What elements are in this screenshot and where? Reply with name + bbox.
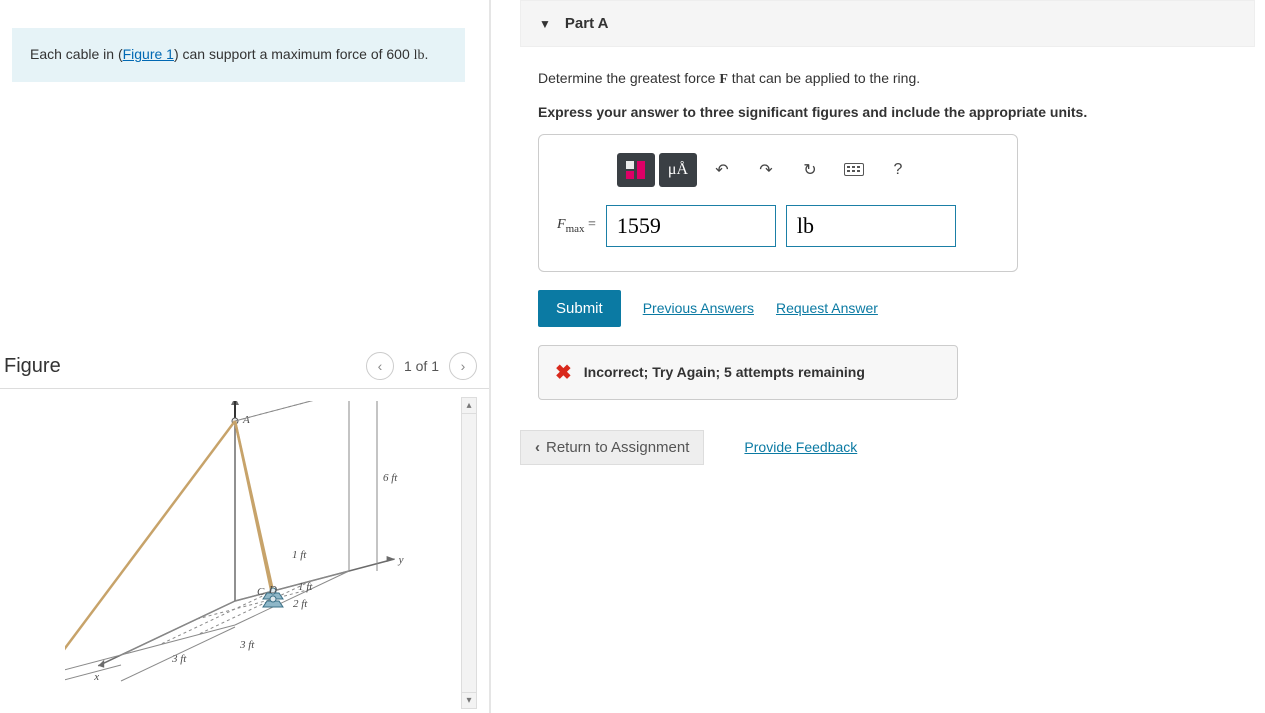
figure-divider [0, 388, 489, 389]
svg-text:D: D [268, 584, 277, 596]
figure-title: Figure [4, 355, 61, 378]
request-answer-link[interactable]: Request Answer [776, 300, 878, 316]
svg-text:1 ft: 1 ft [298, 581, 313, 593]
feedback-banner: ✖ Incorrect; Try Again; 5 attempts remai… [538, 345, 958, 400]
svg-text:x: x [93, 671, 99, 683]
figure-diagram: zyxFA6 ftBCD1 ft1 ft2 ft3 ft2 ft3 ft [65, 401, 425, 701]
provide-feedback-link[interactable]: Provide Feedback [744, 439, 857, 455]
problem-text-before: Each cable in ( [30, 46, 123, 62]
answer-subscript: max [566, 223, 585, 235]
svg-text:y: y [397, 554, 403, 566]
units-tool[interactable]: μÅ [659, 153, 697, 187]
svg-text:C: C [257, 586, 265, 598]
prompt-F-symbol: F [719, 72, 728, 87]
figure-next-button[interactable]: › [449, 352, 477, 380]
svg-text:3 ft: 3 ft [171, 653, 187, 665]
help-tool-label: ? [894, 161, 903, 179]
answer-equals: = [588, 217, 596, 232]
feedback-text: Incorrect; Try Again; 5 attempts remaini… [584, 364, 865, 380]
part-header[interactable]: ▼ Part A [520, 0, 1255, 47]
answer-symbol: F [557, 217, 566, 232]
return-label: Return to Assignment [546, 439, 689, 456]
svg-text:F: F [242, 401, 250, 404]
part-prompt: Determine the greatest force F that can … [538, 67, 1237, 124]
keyboard-tool-icon[interactable] [835, 153, 873, 187]
pane-divider [489, 0, 491, 713]
answer-box: μÅ ↶ ↷ ↻ ? Fmax = [538, 134, 1018, 272]
previous-answers-link[interactable]: Previous Answers [643, 300, 754, 316]
svg-text:2 ft: 2 ft [293, 598, 308, 610]
problem-text-end: . [425, 46, 429, 62]
figure-counter: 1 of 1 [404, 358, 439, 374]
units-tool-label: μÅ [668, 161, 688, 179]
answer-toolbar: μÅ ↶ ↷ ↻ ? [617, 153, 999, 187]
redo-tool-icon[interactable]: ↷ [747, 153, 785, 187]
prompt-instructions: Express your answer to three significant… [538, 101, 1237, 123]
chevron-left-icon: ‹ [535, 439, 540, 456]
svg-text:A: A [242, 414, 250, 426]
problem-text-after: ) can support a maximum force of 600 [174, 46, 414, 62]
figure-scrollbar[interactable]: ▴ ▾ [461, 397, 477, 709]
incorrect-x-icon: ✖ [555, 360, 572, 385]
reset-tool-icon[interactable]: ↻ [791, 153, 829, 187]
templates-tool-icon[interactable] [617, 153, 655, 187]
figure-prev-button[interactable]: ‹ [366, 352, 394, 380]
help-tool[interactable]: ? [879, 153, 917, 187]
collapse-caret-icon[interactable]: ▼ [539, 17, 551, 31]
undo-tool-icon[interactable]: ↶ [703, 153, 741, 187]
answer-lhs: Fmax = [557, 217, 596, 235]
svg-text:6 ft: 6 ft [383, 472, 398, 484]
svg-text:1 ft: 1 ft [292, 549, 307, 561]
submit-button[interactable]: Submit [538, 290, 621, 327]
answer-unit-input[interactable] [786, 205, 956, 247]
svg-text:3 ft: 3 ft [239, 639, 255, 651]
prompt-before: Determine the greatest force [538, 70, 719, 86]
prompt-after: that can be applied to the ring. [728, 70, 920, 86]
figure-link[interactable]: Figure 1 [123, 46, 174, 62]
answer-value-input[interactable] [606, 205, 776, 247]
figure-viewport: zyxFA6 ftBCD1 ft1 ft2 ft3 ft2 ft3 ft ▴ ▾ [10, 393, 479, 713]
scroll-up-icon[interactable]: ▴ [462, 398, 476, 414]
scroll-down-icon[interactable]: ▾ [462, 692, 476, 708]
problem-unit: lb [414, 48, 425, 63]
part-title: Part A [565, 15, 609, 32]
problem-statement: Each cable in (Figure 1) can support a m… [12, 28, 465, 82]
return-to-assignment-button[interactable]: ‹ Return to Assignment [520, 430, 704, 465]
